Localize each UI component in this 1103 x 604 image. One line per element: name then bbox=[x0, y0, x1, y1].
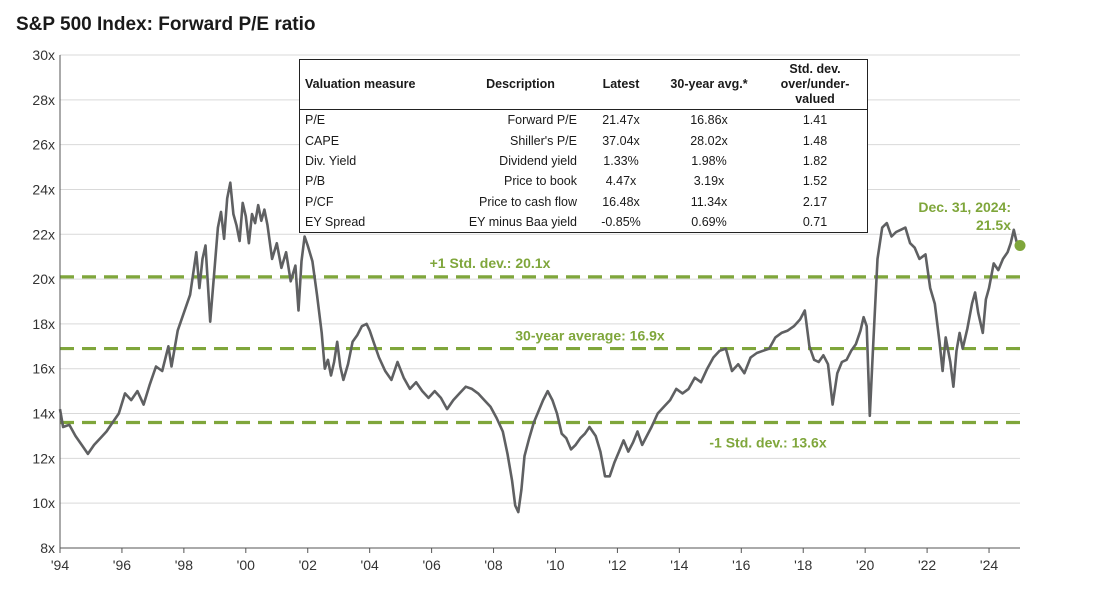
y-tick-label: 22x bbox=[32, 226, 55, 242]
cell-measure: P/B bbox=[305, 174, 326, 189]
cell-avg: 28.02x bbox=[690, 133, 728, 148]
endpoint-label-date: Dec. 31, 2024: bbox=[918, 199, 1011, 215]
header-valuation-measure: Valuation measure bbox=[305, 77, 416, 91]
table-row: CAPE Shiller's P/E 37.04x 28.02x 1.48 bbox=[300, 130, 867, 150]
cell-measure: P/CF bbox=[305, 194, 334, 209]
header-30-year-avg: 30-year avg.* bbox=[670, 77, 748, 91]
endpoint-label-value: 21.5x bbox=[976, 217, 1011, 233]
cell-latest: 21.47x bbox=[602, 113, 640, 128]
x-tick-label: '96 bbox=[113, 557, 131, 573]
x-tick-label: '94 bbox=[51, 557, 69, 573]
header-latest: Latest bbox=[602, 77, 640, 91]
header-description: Description bbox=[486, 77, 555, 91]
x-tick-label: '04 bbox=[361, 557, 379, 573]
y-tick-label: 26x bbox=[32, 137, 55, 153]
cell-description: Price to book bbox=[504, 174, 577, 189]
cell-stddev: 0.71 bbox=[802, 215, 828, 230]
cell-avg: 11.34x bbox=[690, 194, 728, 209]
cell-description: Price to cash flow bbox=[479, 194, 577, 209]
series-layer bbox=[58, 181, 1026, 514]
reference-line-label: 30-year average: 16.9x bbox=[515, 328, 665, 344]
x-tick-label: '06 bbox=[422, 557, 440, 573]
cell-latest: -0.85% bbox=[601, 215, 641, 230]
axes: 8x 10x 12x 14x 16x 18x 20x 22x 24x 26x 28x 30x '94 '9… bbox=[32, 47, 1020, 573]
y-tick-label: 16x bbox=[32, 361, 55, 377]
x-tick-label: '18 bbox=[794, 557, 812, 573]
endpoint-marker bbox=[1014, 239, 1026, 251]
pe-ratio-series-line bbox=[58, 181, 1021, 514]
header-std-dev-line2: over/under-valued bbox=[780, 77, 850, 106]
y-tick-label: 20x bbox=[32, 271, 55, 287]
cell-avg: 16.86x bbox=[690, 113, 728, 128]
cell-measure: Div. Yield bbox=[305, 153, 357, 168]
cell-description: Shiller's P/E bbox=[510, 133, 577, 148]
cell-avg: 1.98% bbox=[691, 153, 727, 168]
y-tick-label: 10x bbox=[32, 495, 55, 511]
cell-avg: 3.19x bbox=[693, 174, 725, 189]
cell-stddev: 1.41 bbox=[802, 113, 828, 128]
header-std-dev-line1: Std. dev. bbox=[789, 62, 841, 76]
x-tick-label: '24 bbox=[980, 557, 998, 573]
table-row: P/CF Price to cash flow 16.48x 11.34x 2.… bbox=[300, 192, 867, 212]
table-row: P/E Forward P/E 21.47x 16.86x 1.41 bbox=[300, 110, 867, 131]
y-tick-label: 24x bbox=[32, 181, 55, 197]
x-tick-label: '08 bbox=[484, 557, 502, 573]
cell-stddev: 1.82 bbox=[802, 153, 828, 168]
table-row: P/B Price to book 4.47x 3.19x 1.52 bbox=[300, 171, 867, 191]
x-tick-label: '20 bbox=[856, 557, 874, 573]
x-tick-label: '14 bbox=[670, 557, 688, 573]
page-title: S&P 500 Index: Forward P/E ratio bbox=[16, 14, 316, 35]
y-tick-label: 18x bbox=[32, 316, 55, 332]
cell-latest: 1.33% bbox=[603, 153, 639, 168]
cell-stddev: 1.52 bbox=[802, 174, 828, 189]
x-tick-label: '22 bbox=[918, 557, 936, 573]
cell-latest: 37.04x bbox=[602, 133, 640, 148]
y-tick-label: 30x bbox=[32, 47, 55, 63]
x-tick-label: '98 bbox=[175, 557, 193, 573]
reference-line-label: -1 Std. dev.: 13.6x bbox=[709, 435, 826, 451]
cell-latest: 4.47x bbox=[605, 174, 637, 189]
cell-description: Forward P/E bbox=[507, 113, 577, 128]
y-tick-label: 14x bbox=[32, 406, 55, 422]
cell-measure: CAPE bbox=[305, 133, 340, 148]
y-tick-label: 12x bbox=[32, 450, 55, 466]
x-tick-label: '02 bbox=[299, 557, 317, 573]
chart-labels: +1 Std. dev.: 20.1x 30-year average: 16.9… bbox=[430, 199, 1012, 451]
header-std-dev: Std. dev. over/under-valued bbox=[763, 60, 867, 110]
cell-stddev: 1.48 bbox=[802, 133, 828, 148]
cell-measure: P/E bbox=[305, 113, 326, 128]
x-tick-label: '00 bbox=[237, 557, 255, 573]
cell-stddev: 2.17 bbox=[802, 194, 828, 209]
cell-avg: 0.69% bbox=[691, 215, 727, 230]
valuation-table-header: Valuation measure Description Latest 30-… bbox=[300, 60, 867, 110]
reference-line-label: +1 Std. dev.: 20.1x bbox=[430, 255, 551, 271]
valuation-table: Valuation measure Description Latest 30-… bbox=[299, 59, 868, 234]
cell-description: EY minus Baa yield bbox=[468, 215, 577, 230]
table-row: Div. Yield Dividend yield 1.33% 1.98% 1.… bbox=[300, 151, 867, 171]
x-tick-label: '12 bbox=[608, 557, 626, 573]
y-tick-label: 8x bbox=[40, 540, 55, 556]
cell-latest: 16.48x bbox=[602, 194, 640, 209]
table-row: EY Spread EY minus Baa yield -0.85% 0.69… bbox=[300, 212, 867, 232]
x-tick-label: '16 bbox=[732, 557, 750, 573]
reference-lines bbox=[60, 275, 1020, 425]
y-tick-label: 28x bbox=[32, 92, 55, 108]
x-tick-label: '10 bbox=[546, 557, 564, 573]
cell-description: Dividend yield bbox=[499, 153, 577, 168]
cell-measure: EY Spread bbox=[305, 215, 366, 230]
